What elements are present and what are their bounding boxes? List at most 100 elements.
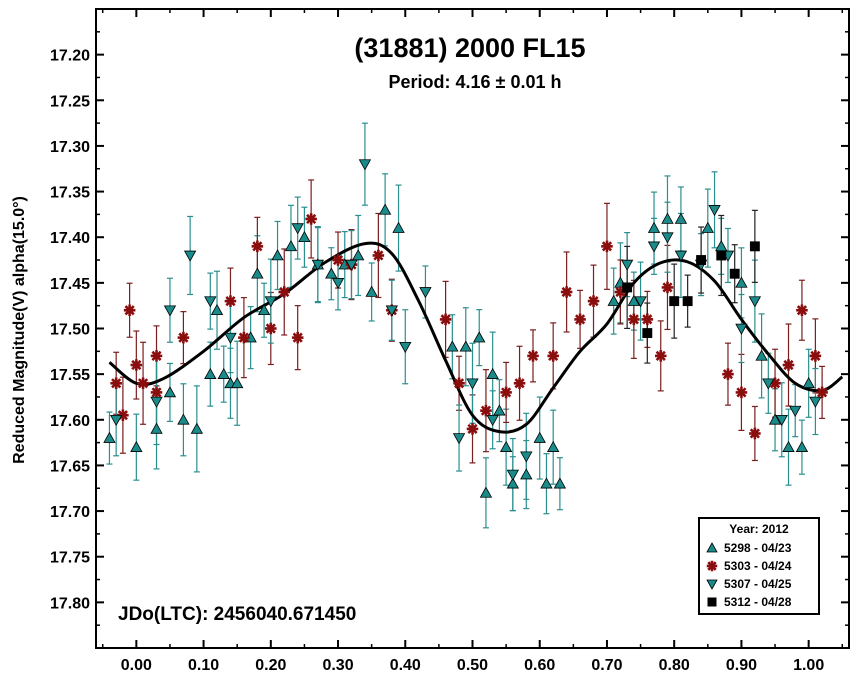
- data-point: [755, 349, 768, 361]
- data-point: [553, 477, 567, 489]
- data-point: [177, 331, 190, 344]
- asterisk-stroke: [736, 387, 747, 398]
- data-point: [453, 377, 465, 390]
- asterisk-stroke: [588, 296, 599, 307]
- y-tick-label: 17.35: [50, 185, 90, 202]
- legend-label: 5307 - 04/25: [724, 577, 792, 591]
- chart-title: (31881) 2000 FL15: [354, 33, 585, 63]
- legend-marker: [706, 560, 718, 572]
- asterisk-stroke: [238, 332, 249, 343]
- data-point: [587, 295, 600, 307]
- data-point: [661, 281, 674, 294]
- asterisk-stroke: [514, 378, 525, 389]
- data-point: [251, 267, 264, 279]
- data-point: [217, 367, 230, 379]
- data-point: [789, 405, 802, 417]
- data-point: [622, 282, 633, 293]
- x-tick-labels: 0.00 0.10 0.20 0.30 0.40 0.50 0.60 0.70 0.80 0.90…: [121, 657, 825, 674]
- data-point: [762, 378, 775, 390]
- data-point: [271, 249, 284, 261]
- asterisk-stroke: [151, 387, 162, 398]
- asterisk-stroke: [440, 314, 451, 325]
- x-tick-label: 0.80: [659, 657, 690, 674]
- data-point: [257, 303, 271, 316]
- data-point: [130, 440, 143, 452]
- data-point: [150, 422, 163, 434]
- legend-marker: [706, 542, 718, 553]
- data-point: [795, 440, 809, 452]
- jd-annotation: JDo(LTC): 2456040.671450: [118, 604, 356, 625]
- asterisk-stroke: [225, 296, 236, 307]
- data-point: [620, 259, 634, 271]
- y-tick-label: 17.40: [50, 230, 90, 247]
- asterisk-stroke: [373, 250, 384, 261]
- data-point: [150, 350, 163, 362]
- asterisk-stroke: [252, 241, 263, 252]
- plot-frame: [95, 8, 850, 649]
- data-point: [486, 367, 499, 379]
- asterisk-stroke: [722, 369, 734, 380]
- y-tick-label: 17.60: [50, 413, 90, 430]
- data-point: [110, 377, 122, 390]
- data-point: [642, 328, 653, 339]
- data-point: [722, 368, 734, 380]
- y-tick-label: 17.75: [50, 550, 90, 567]
- data-point: [378, 203, 392, 215]
- data-point: [708, 205, 721, 217]
- data-point: [674, 212, 688, 224]
- data-point: [130, 359, 143, 371]
- data-point: [479, 486, 493, 498]
- asterisk-stroke: [574, 314, 586, 325]
- y-tick-label: 17.80: [50, 595, 90, 612]
- data-point: [224, 332, 237, 344]
- asterisk-stroke: [178, 332, 189, 343]
- data-point: [661, 232, 674, 244]
- data-point: [506, 477, 520, 489]
- data-point: [782, 359, 795, 371]
- legend-entries: 5298 - 04/23 5303 - 04/24 5307 - 04/25 5312…: [706, 541, 792, 609]
- data-point: [607, 294, 620, 306]
- y-tick-label: 17.30: [50, 139, 90, 156]
- x-tick-label: 0.90: [726, 657, 757, 674]
- data-point: [265, 322, 277, 335]
- asterisk-stroke: [265, 323, 276, 334]
- data-point: [809, 350, 822, 362]
- data-point: [392, 221, 405, 233]
- data-point: [210, 303, 224, 316]
- asterisk-stroke: [548, 350, 559, 361]
- data-point: [716, 250, 727, 261]
- y-tick-labels: 17.20 17.25 17.30 17.35 17.40 17.45 17.50 17.55…: [50, 48, 90, 613]
- data-point: [796, 304, 808, 317]
- data-point: [547, 350, 559, 362]
- data-point: [325, 267, 338, 279]
- data-point: [238, 331, 250, 344]
- data-point: [520, 451, 533, 463]
- data-point: [816, 386, 828, 399]
- data-point: [775, 414, 788, 427]
- data-point: [466, 378, 479, 390]
- x-tick-label: 0.70: [591, 657, 622, 674]
- data-point: [204, 296, 217, 308]
- x-tick-label: 0.60: [524, 657, 555, 674]
- data-point: [298, 230, 311, 243]
- data-point: [137, 377, 149, 390]
- data-point: [527, 350, 539, 362]
- data-point: [231, 376, 244, 389]
- y-tick-label: 17.20: [50, 48, 90, 65]
- legend-label: 5303 - 04/24: [724, 559, 792, 573]
- legend-title: Year: 2012: [729, 522, 789, 536]
- data-point: [459, 340, 472, 352]
- data-point: [641, 313, 654, 326]
- data-point: [291, 223, 304, 235]
- data-point: [446, 340, 459, 352]
- asterisk-stroke: [769, 378, 781, 389]
- x-tick-label: 0.30: [322, 657, 353, 674]
- data-point: [735, 323, 748, 335]
- asterisk-stroke: [642, 314, 653, 325]
- data-point: [540, 477, 553, 489]
- data-point: [284, 240, 298, 252]
- x-tick-label: 0.00: [121, 657, 152, 674]
- data-point: [291, 331, 304, 344]
- asterisk-stroke: [796, 305, 808, 316]
